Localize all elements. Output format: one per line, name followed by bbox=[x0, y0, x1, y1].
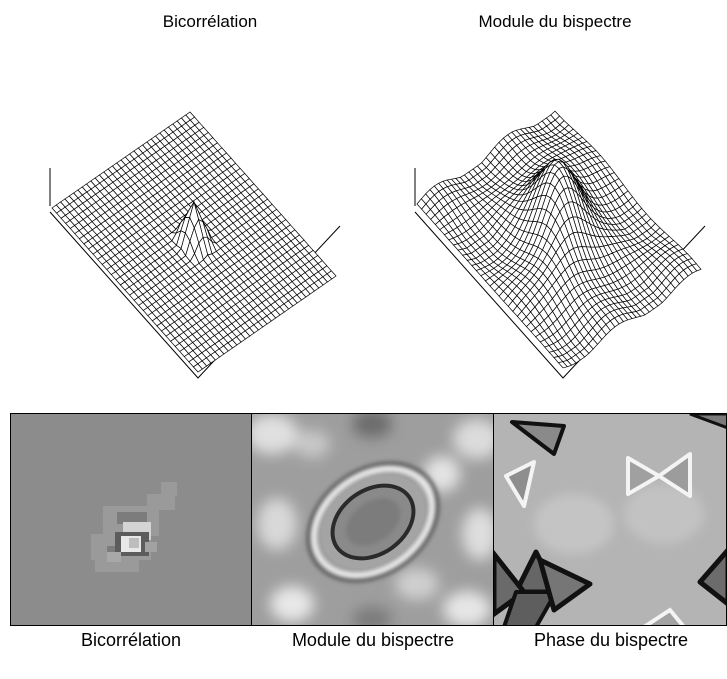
bispectrum-modulus-surface-plot bbox=[414, 110, 706, 379]
image-label-bispectrum-modulus: Module du bispectre bbox=[291, 630, 455, 650]
mesh-cell bbox=[557, 361, 568, 369]
image-label-bispectrum-phase: Phase du bispectre bbox=[533, 630, 689, 650]
bicorrelation-image-panel bbox=[10, 413, 252, 626]
bicorrelation-surface-plot bbox=[49, 111, 341, 379]
bicorrelation-image bbox=[11, 414, 251, 625]
bispectrum-phase-image-panel bbox=[493, 413, 727, 626]
bispectrum-modulus-image-panel bbox=[251, 413, 494, 626]
mesh-surface bbox=[51, 111, 337, 373]
bispectrum-phase-image bbox=[494, 414, 726, 625]
mesh-cell bbox=[192, 363, 203, 373]
surface-title-bispectrum-modulus: Module du bispectre bbox=[478, 12, 632, 31]
image-label-bicorrelation: Bicorrélation bbox=[80, 630, 182, 650]
bispectrum-modulus-image bbox=[252, 414, 493, 625]
mesh-surface bbox=[416, 110, 702, 369]
surface-title-bicorrelation: Bicorrélation bbox=[162, 12, 258, 31]
